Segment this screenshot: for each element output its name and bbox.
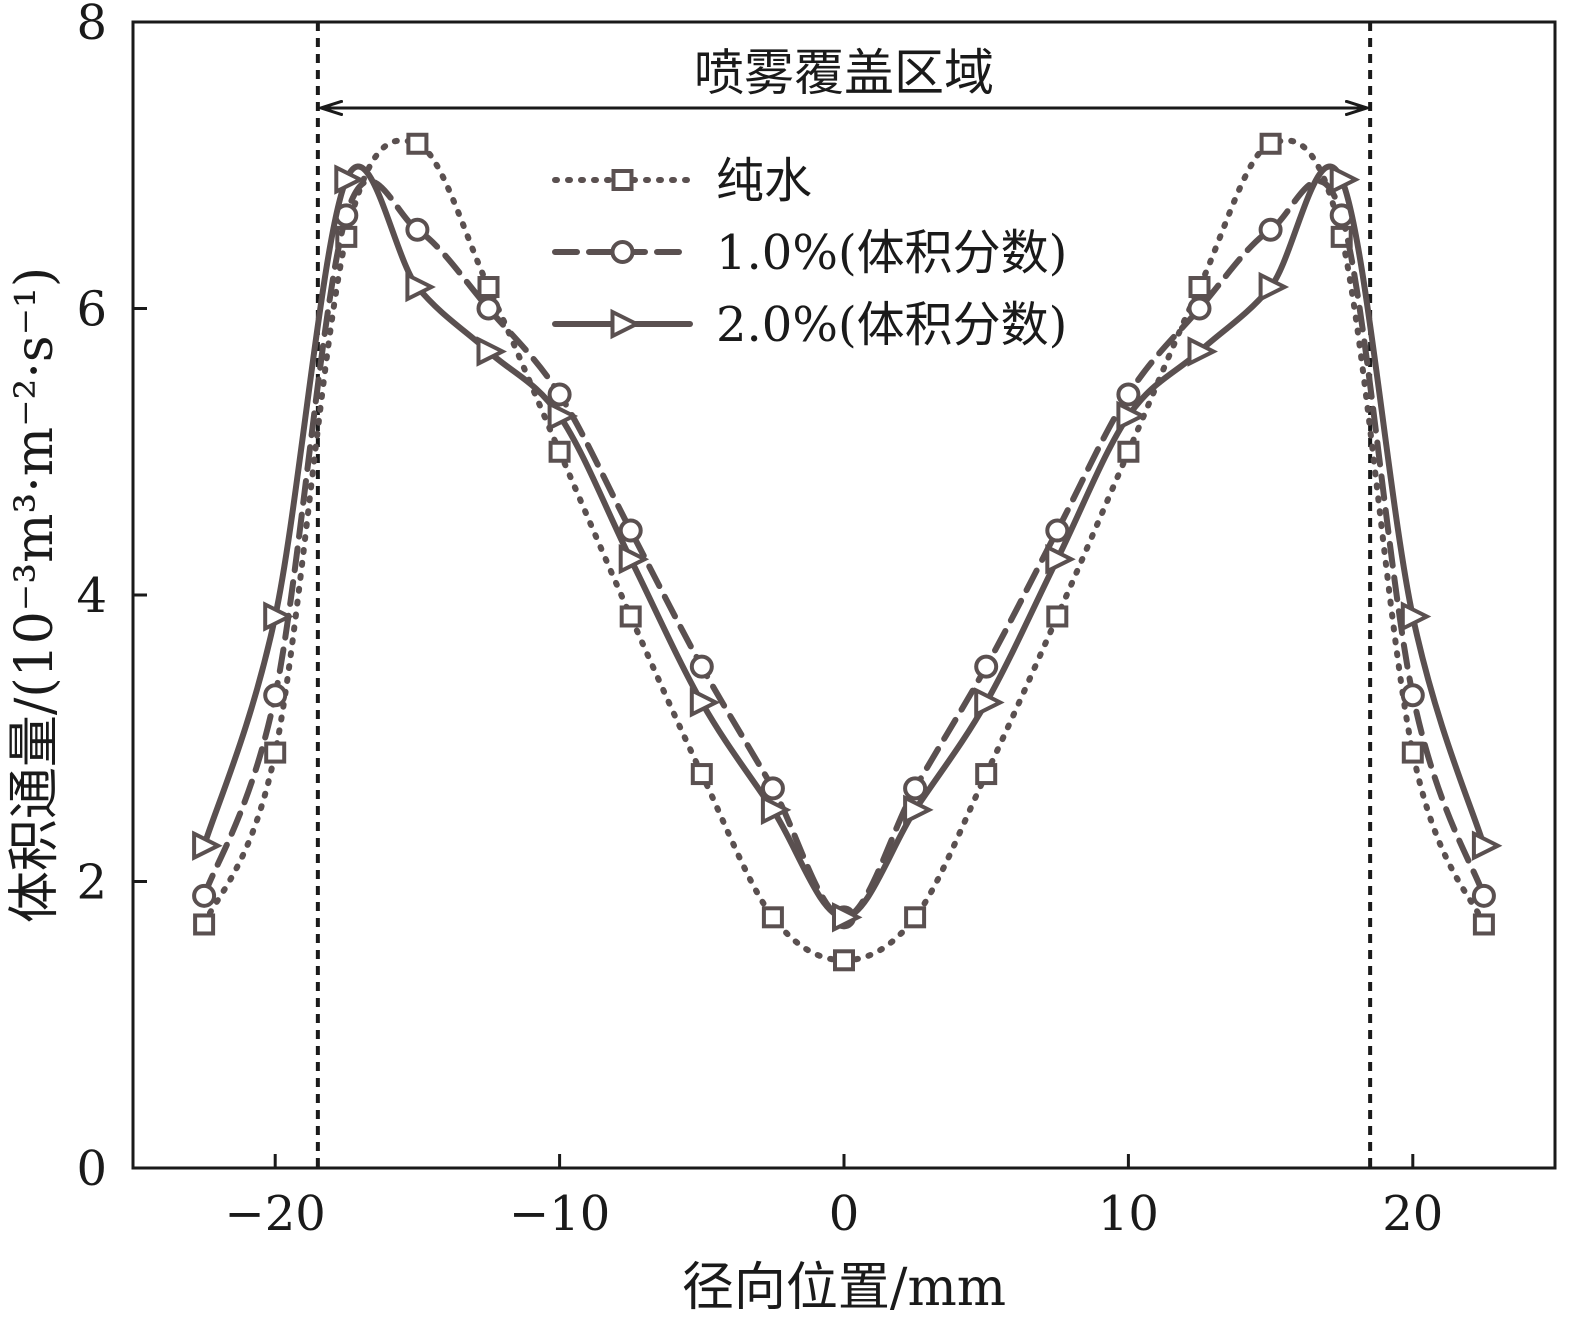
data-point [619, 605, 642, 628]
data-point [690, 763, 713, 786]
x-tick-label: 0 [829, 1186, 860, 1242]
data-point [1471, 830, 1503, 861]
x-tick-label: −20 [225, 1186, 326, 1242]
data-point [1259, 132, 1282, 155]
data-point [689, 687, 721, 718]
data-point [689, 654, 714, 679]
data-point [405, 271, 436, 303]
data-point [1188, 276, 1211, 299]
legend-item: 纯水 [552, 153, 812, 209]
data-point [903, 776, 928, 801]
legend-item: 2.0%(体积分数) [552, 297, 1067, 353]
x-tick-label: −10 [509, 1186, 610, 1242]
data-point [1472, 913, 1495, 936]
data-point [903, 794, 934, 826]
x-axis-title: 径向位置/mm [682, 1258, 1006, 1318]
y-tick-label: 2 [76, 855, 107, 911]
y-tick-label: 0 [76, 1141, 107, 1197]
data-point [192, 830, 223, 861]
data-point [1471, 883, 1496, 908]
data-point [833, 949, 855, 972]
data-point [1401, 741, 1424, 764]
series-group [192, 132, 1503, 972]
data-point [1329, 164, 1361, 195]
series-1 [193, 132, 1495, 972]
data-point [1116, 400, 1147, 432]
data-point [761, 906, 784, 929]
axis-ticks: −20 −10 0 10 20 0 2 4 6 8 [76, 0, 1443, 1242]
series-3 [192, 163, 1503, 933]
data-point [975, 763, 998, 786]
data-point [405, 217, 430, 242]
data-point [1400, 683, 1425, 708]
data-point [477, 276, 500, 299]
data-point [974, 654, 999, 679]
data-point [263, 683, 288, 708]
x-tick-label: 20 [1382, 1186, 1443, 1242]
coverage-label: 喷雾覆盖区域 [694, 44, 994, 102]
data-point [1046, 605, 1069, 628]
y-tick-label: 6 [76, 282, 107, 338]
legend-marker [611, 169, 634, 191]
legend: 纯水 1.0%(体积分数) 2.0%(体积分数) [552, 153, 1067, 353]
data-point [476, 336, 507, 367]
data-point [1187, 336, 1218, 367]
data-point [1045, 518, 1070, 543]
data-point [547, 382, 572, 407]
data-point [1045, 543, 1076, 575]
legend-label: 1.0%(体积分数) [716, 225, 1067, 281]
data-point [1258, 271, 1290, 303]
y-axis-title: 体积通量/(10⁻³m³·m⁻²·s⁻¹) [5, 267, 65, 923]
data-point [263, 601, 294, 632]
series-2 [192, 178, 1496, 930]
legend-label: 2.0%(体积分数) [716, 297, 1067, 353]
data-point [264, 741, 287, 764]
data-point [618, 518, 643, 543]
data-point [1258, 217, 1283, 242]
legend-item: 1.0%(体积分数) [552, 225, 1067, 281]
coverage-boundaries [315, 22, 1373, 1168]
x-tick-label: 10 [1098, 1186, 1159, 1242]
legend-marker [610, 308, 641, 340]
legend-label: 纯水 [716, 153, 812, 209]
data-point [618, 543, 650, 575]
data-point [1116, 382, 1141, 407]
data-point [193, 913, 216, 936]
data-point [334, 164, 365, 195]
data-point [547, 400, 579, 432]
data-point [548, 440, 571, 463]
coverage-annotation: 喷雾覆盖区域 [321, 44, 1367, 108]
data-point [1187, 296, 1212, 321]
data-point [406, 132, 429, 155]
data-point [1117, 440, 1140, 463]
data-point [476, 296, 501, 321]
data-point [974, 687, 1005, 718]
y-tick-label: 8 [76, 0, 107, 51]
data-point [832, 902, 863, 933]
data-point [760, 776, 785, 801]
data-point [192, 883, 217, 908]
data-point [1400, 601, 1432, 632]
series-line [201, 178, 1487, 921]
y-tick-label: 4 [76, 568, 107, 624]
legend-marker [610, 240, 635, 264]
plot-frame [131, 20, 1557, 1170]
data-point [904, 906, 927, 929]
data-point [760, 794, 792, 826]
